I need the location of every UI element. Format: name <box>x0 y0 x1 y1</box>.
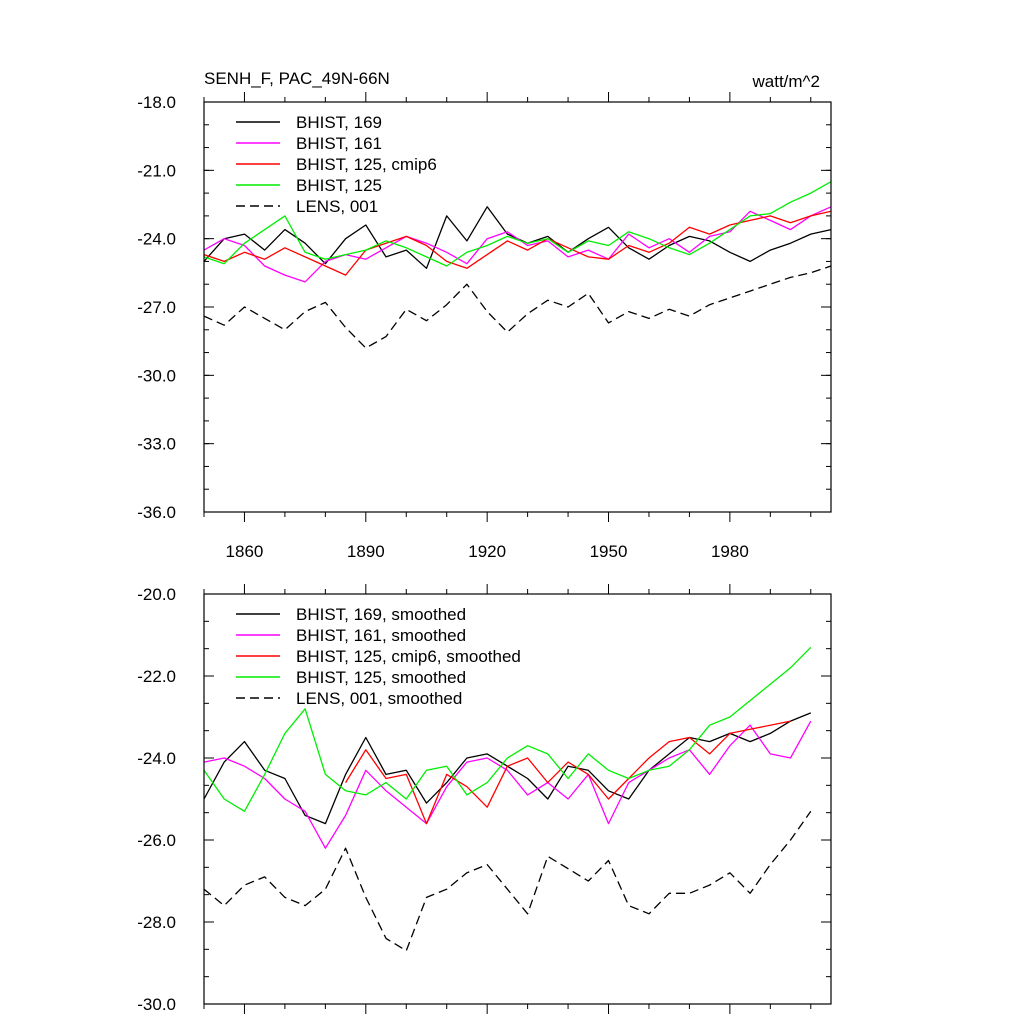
top-y-tick-label: -24.0 <box>137 230 176 249</box>
top-panel: -36.0 -33.0 -30.0 -27.0 -24.0 -21.0 -18.0 1860 1… <box>137 92 832 561</box>
top-x-tick-label: 1860 <box>226 542 264 561</box>
top-series-line-2 <box>203 210 832 276</box>
top-x-tick-label: 1890 <box>347 542 385 561</box>
bottom-y-tick-label: -22.0 <box>137 667 176 686</box>
top-y-tick-label: -33.0 <box>137 435 176 454</box>
bottom-panel: -30.0 -28.0 -26.0 -24.0 -22.0 -20.0 BHIST, 16… <box>137 584 832 1014</box>
top-legend-label: BHIST, 169 <box>296 113 382 132</box>
bottom-series-line-2 <box>345 720 791 825</box>
bottom-series-line-4 <box>203 810 812 952</box>
top-legend-label: BHIST, 125 <box>296 176 382 195</box>
bottom-legend-label: BHIST, 125, smoothed <box>296 668 466 687</box>
bottom-y-tick-label: -20.0 <box>137 585 176 604</box>
bottom-legend-label: LENS, 001, smoothed <box>296 689 462 708</box>
top-y-tick-label: -27.0 <box>137 298 176 317</box>
bottom-legend-label: BHIST, 169, smoothed <box>296 605 466 624</box>
top-y-tick-label: -21.0 <box>137 161 176 180</box>
top-legend-label: BHIST, 161 <box>296 134 382 153</box>
bottom-y-tick-label: -24.0 <box>137 749 176 768</box>
bottom-axes-layer: -30.0 -28.0 -26.0 -24.0 -22.0 -20.0 <box>137 584 831 1014</box>
top-legend: BHIST, 169 BHIST, 161 BHIST, 125, cmip6 BHI… <box>236 113 437 216</box>
top-y-tick-label: -30.0 <box>137 366 176 385</box>
bottom-legend-label: BHIST, 161, smoothed <box>296 626 466 645</box>
top-x-tick-label: 1950 <box>590 542 628 561</box>
top-x-tick-label: 1920 <box>468 542 506 561</box>
chart-title: SENH_F, PAC_49N-66N <box>204 69 390 88</box>
top-legend-label: BHIST, 125, cmip6 <box>296 155 437 174</box>
top-series-line-1 <box>203 206 832 283</box>
units-label: watt/m^2 <box>752 72 821 91</box>
top-x-tick-label: 1980 <box>711 542 749 561</box>
top-series-line-0 <box>203 206 832 269</box>
top-axes-layer: -36.0 -33.0 -30.0 -27.0 -24.0 -21.0 -18.0 1860 1… <box>137 92 831 561</box>
bottom-series-layer <box>203 646 812 952</box>
bottom-series-line-0 <box>203 712 812 825</box>
bottom-y-tick-label: -30.0 <box>137 995 176 1014</box>
bottom-legend-label: BHIST, 125, cmip6, smoothed <box>296 647 521 666</box>
top-series-layer <box>203 181 832 349</box>
bottom-series-line-1 <box>203 720 812 849</box>
bottom-y-tick-label: -28.0 <box>137 913 176 932</box>
bottom-legend: BHIST, 169, smoothed BHIST, 161, smoothed… <box>236 605 521 708</box>
bottom-y-tick-label: -26.0 <box>137 831 176 850</box>
top-legend-label: LENS, 001 <box>296 197 378 216</box>
bottom-series-line-3 <box>203 646 812 812</box>
top-y-tick-label: -18.0 <box>137 93 176 112</box>
bottom-plot-frame <box>203 593 832 1005</box>
top-series-line-4 <box>203 265 832 349</box>
top-series-line-3 <box>203 181 832 267</box>
top-y-tick-label: -36.0 <box>137 503 176 522</box>
